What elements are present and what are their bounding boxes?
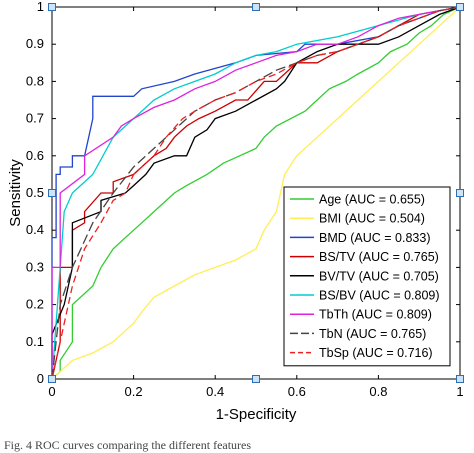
series-line: [51, 6, 461, 380]
y-tick-label: 0.5: [26, 185, 44, 200]
y-tick-label: 0.8: [26, 73, 44, 88]
series-line: [51, 6, 461, 380]
resize-handle[interactable]: [456, 375, 464, 383]
resize-handle[interactable]: [456, 189, 464, 197]
legend: Age (AUC = 0.655) BMI (AUC = 0.504) BMD (A…: [283, 186, 451, 367]
legend-label: BMI (AUC = 0.504): [319, 212, 425, 226]
series-line: [51, 6, 461, 380]
selection-handles[interactable]: [48, 3, 464, 383]
y-tick-label: 0.9: [26, 36, 44, 51]
legend-label: TbSp (AUC = 0.716): [319, 346, 433, 360]
legend-label: TbN (AUC = 0.765): [319, 327, 426, 341]
y-tick-label: 0.2: [26, 297, 44, 312]
y-tick-label: 1: [37, 0, 44, 14]
y-tick-label: 0.3: [26, 259, 44, 274]
legend-label: TbTh (AUC = 0.809): [319, 308, 432, 322]
legend-label: Age (AUC = 0.655): [319, 193, 425, 207]
roc-chart: 0 0.2 0.4 0.6 0.8 1 0 0.1 0.2 0.3 0.4 0.5 0.6 0.7 0.8 0…: [7, 0, 464, 423]
y-tick-label: 0.6: [26, 148, 44, 163]
resize-handle[interactable]: [252, 3, 260, 11]
resize-handle[interactable]: [48, 3, 56, 11]
y-axis-label: Sensitivity: [7, 159, 24, 227]
legend-label: BMD (AUC = 0.833): [319, 231, 431, 245]
resize-handle[interactable]: [252, 375, 260, 383]
resize-handle[interactable]: [48, 375, 56, 383]
y-tick-label: 0.7: [26, 111, 44, 126]
legend-label: BV/TV (AUC = 0.705): [319, 269, 439, 283]
x-tick-label: 0.8: [369, 384, 387, 399]
y-tick-label: 0: [37, 371, 44, 386]
x-axis-label: 1-Specificity: [216, 406, 297, 423]
series-line: [51, 6, 461, 380]
figure-caption: Fig. 4 ROC curves comparing the differen…: [4, 438, 252, 452]
series-line: [51, 6, 461, 379]
x-tick-label: 0.2: [125, 384, 143, 399]
legend-label: BS/BV (AUC = 0.809): [319, 289, 440, 303]
y-tick-label: 0.1: [26, 334, 44, 349]
y-tick-label: 0.4: [26, 222, 44, 237]
x-tick-label: 1: [456, 384, 463, 399]
x-tick-label: 0.6: [288, 384, 306, 399]
x-tick-label: 0.4: [206, 384, 224, 399]
resize-handle[interactable]: [48, 189, 56, 197]
x-tick-label: 0: [48, 384, 55, 399]
series-lines: [51, 6, 461, 380]
legend-label: BS/TV (AUC = 0.765): [319, 250, 439, 264]
resize-handle[interactable]: [456, 3, 464, 11]
series-line: [51, 6, 461, 380]
